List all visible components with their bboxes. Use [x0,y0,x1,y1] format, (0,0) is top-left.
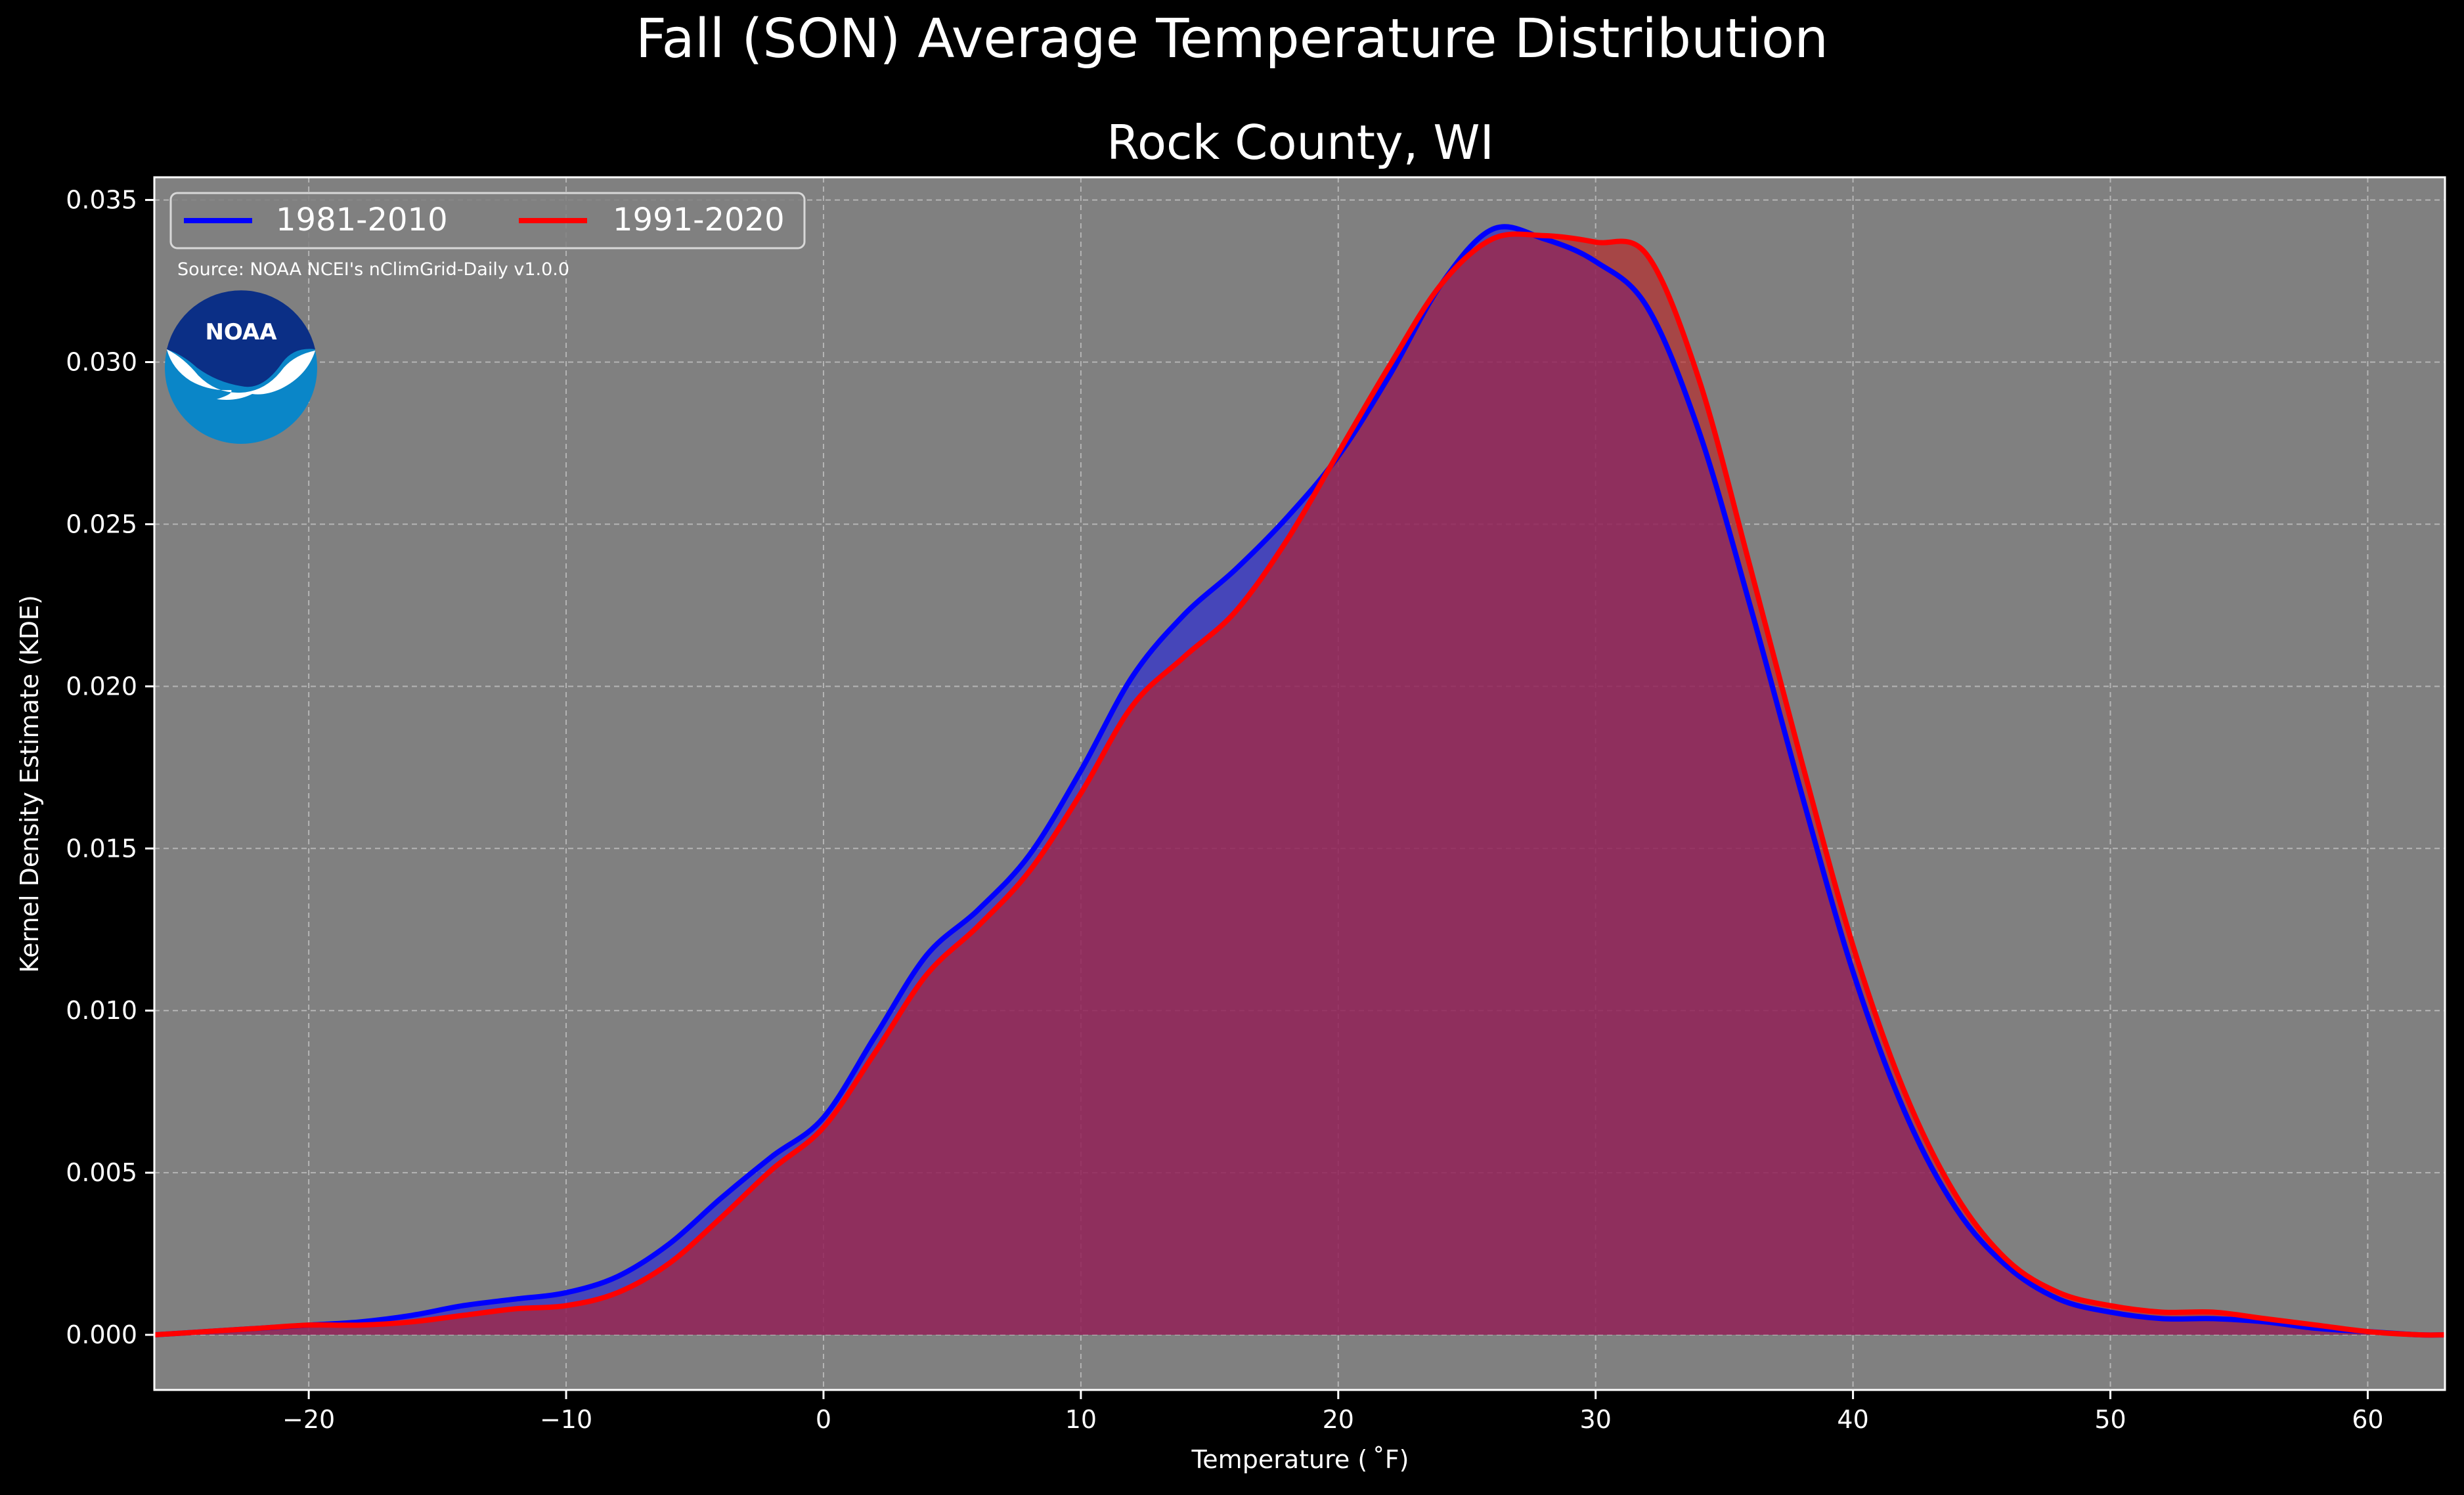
figure-suptitle: Fall (SON) Average Temperature Distribut… [636,8,1828,70]
noaa-logo: NOAA [165,290,317,444]
series-area-1991-2020 [154,234,2445,1335]
y-tick-label: 0.015 [66,834,137,863]
series-fills [154,227,2445,1335]
y-axis-ticks: 0.000 0.005 0.010 0.015 0.020 0.025 0.030 0.035 [66,186,154,1349]
x-axis-ticks: −20 −10 0 10 20 30 40 50 60 [282,1390,2384,1434]
y-tick-label: 0.035 [66,186,137,215]
x-axis-label: Temperature ( ˚F) [1191,1445,1409,1474]
y-axis-label: Kernel Density Estimate (KDE) [15,595,44,973]
legend: 1981-2010 1991-2020 [169,192,806,249]
y-tick-label: 0.005 [66,1158,137,1187]
series-lines [154,224,2446,1338]
plot-frame [153,176,2446,1391]
noaa-logo-text: NOAA [205,319,277,345]
series-line-1981-2010 [154,224,2446,1338]
y-tick-label: 0.030 [66,347,137,376]
source-note: Source: NOAA NCEI's nClimGrid-Daily v1.0… [177,259,569,280]
x-tick-label: 30 [1580,1405,1612,1434]
x-tick-label: 20 [1323,1405,1354,1434]
series-line-1991-2020 [154,231,2446,1338]
legend-label-1981-2010: 1981-2010 [276,202,448,238]
x-tick-label: 40 [1837,1405,1868,1434]
legend-label-1991-2020: 1991-2020 [613,202,785,238]
x-tick-label: −20 [282,1405,335,1434]
x-tick-label: −10 [540,1405,592,1434]
legend-box [169,192,806,249]
y-tick-label: 0.020 [66,672,137,701]
chart-title: Rock County, WI [1107,115,1494,170]
y-tick-label: 0.010 [66,996,137,1025]
x-tick-label: 0 [816,1405,831,1434]
x-tick-label: 60 [2352,1405,2383,1434]
y-tick-label: 0.000 [66,1320,137,1349]
x-tick-label: 50 [2094,1405,2126,1434]
x-tick-label: 10 [1065,1405,1097,1434]
y-tick-label: 0.025 [66,509,137,538]
